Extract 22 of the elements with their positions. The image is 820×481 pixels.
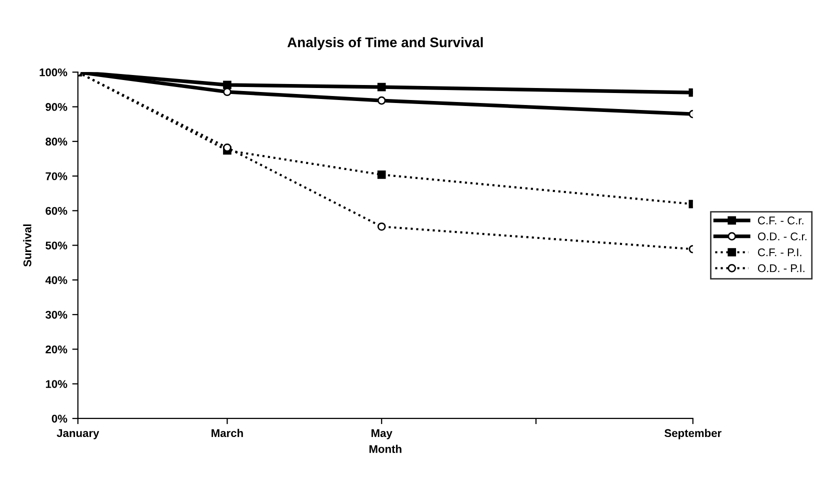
x-axis-title: Month <box>369 444 402 453</box>
legend-label: O.D. - P.I. <box>758 264 804 272</box>
chart-title: Analysis of Time and Survival <box>287 37 483 50</box>
y-tick-label: 30% <box>46 310 68 319</box>
y-tick-label: 40% <box>45 276 68 284</box>
legend-label: C.F. - C.r. <box>758 216 804 224</box>
y-tick-label: 80% <box>46 138 68 146</box>
y-tick-label: 20% <box>46 345 68 354</box>
y-tick-label: 70% <box>46 172 68 180</box>
y-tick-label: 10% <box>46 380 68 388</box>
y-tick-label: 100% <box>40 68 68 76</box>
legend-label: C.F. - P.I. <box>758 248 802 256</box>
y-axis-title: Survival <box>23 224 32 267</box>
y-tick-label: 60% <box>46 206 68 215</box>
y-tick-label: 0% <box>52 414 68 423</box>
y-tick-label: 50% <box>46 242 68 250</box>
legend-label: O.D. - C.r. <box>758 232 806 240</box>
x-tick-label: September <box>664 428 722 440</box>
y-tick-label: 90% <box>46 103 68 111</box>
x-tick-label: January <box>56 429 100 440</box>
x-tick-label: March <box>212 428 243 438</box>
x-tick-label: May <box>372 429 392 440</box>
